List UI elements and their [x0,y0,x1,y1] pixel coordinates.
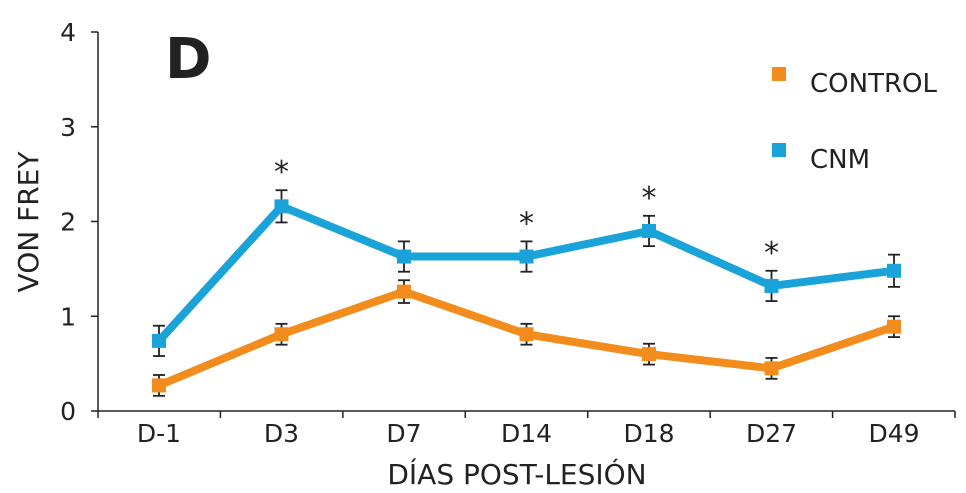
series-control [152,279,901,397]
legend-label-control: CONTROL [810,69,937,99]
y-tick-label: 0 [60,397,76,426]
significance-layer: * * * * [274,155,779,271]
significance-marker: * [764,236,779,271]
data-point-cnm [887,263,901,278]
significance-marker: * [519,206,534,241]
data-point-cnm [642,223,656,238]
x-tick-label: D49 [868,419,919,448]
data-point-cnm [764,278,779,293]
panel-letter: D [165,27,211,92]
data-point-control [519,327,534,342]
legend-swatch-control [772,67,786,81]
series-layer [152,189,901,397]
data-point-cnm [152,333,166,348]
axes: 0 1 2 3 4 D-1 D3 D7 D14 D18 D27 D49 [60,18,956,448]
x-tick-label: D-1 [137,419,181,448]
legend-swatch-cnm [772,143,786,157]
data-point-cnm [274,199,289,214]
x-tick-label: D27 [746,419,797,448]
series-cnm [152,189,901,357]
x-tick-label: D3 [264,419,299,448]
data-point-control [397,284,411,299]
data-point-control [764,361,779,376]
data-point-control [887,319,901,334]
x-tick-label: D14 [501,419,552,448]
legend: CONTROL CNM [772,67,937,175]
data-point-control [274,327,289,342]
y-tick-label: 2 [60,208,76,237]
y-tick-label: 4 [60,18,76,47]
legend-label-cnm: CNM [810,145,870,175]
data-point-cnm [397,249,411,264]
x-tick-label: D7 [386,419,421,448]
y-axis-title: VON FREY [12,151,45,293]
y-tick-label: 1 [60,302,76,331]
x-tick-label: D18 [623,419,674,448]
data-point-control [642,347,656,362]
data-point-control [152,378,166,393]
y-tick-label: 3 [60,113,76,142]
x-axis-title: DÍAS POST-LESIÓN [387,457,646,491]
significance-marker: * [274,155,289,190]
data-point-cnm [519,249,534,264]
significance-marker: * [642,181,657,216]
